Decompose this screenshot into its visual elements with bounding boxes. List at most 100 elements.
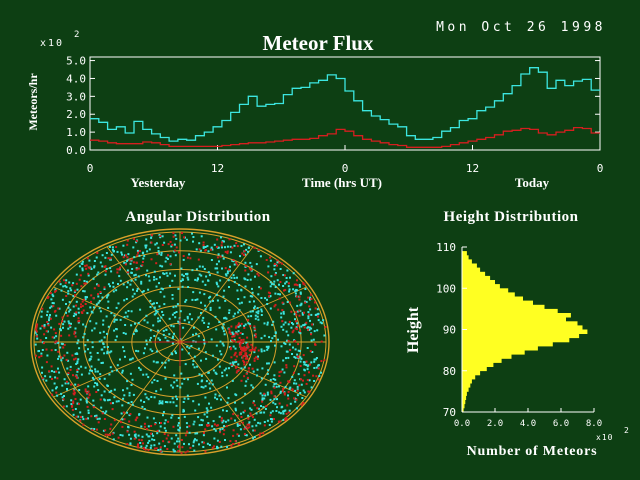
sporadic-point — [75, 273, 78, 276]
sporadic-point — [222, 330, 225, 333]
shower-point — [80, 303, 82, 306]
sporadic-point — [185, 422, 188, 425]
sporadic-point — [303, 368, 306, 371]
sporadic-point — [320, 371, 322, 374]
sporadic-point — [113, 314, 116, 317]
height-bar — [462, 292, 515, 297]
sporadic-point — [228, 309, 231, 312]
sporadic-point — [296, 322, 299, 325]
shower-point — [182, 255, 185, 257]
sporadic-point — [237, 311, 240, 314]
shower-point — [138, 438, 141, 441]
flux-title: Meteor Flux — [263, 31, 374, 55]
sporadic-point — [188, 253, 191, 256]
sporadic-point — [182, 401, 185, 403]
shower-point — [244, 349, 247, 352]
sporadic-point — [99, 331, 102, 334]
sporadic-point — [122, 332, 125, 334]
sporadic-point — [109, 366, 112, 369]
sporadic-point — [267, 362, 270, 365]
sporadic-point — [222, 344, 225, 347]
shower-point — [65, 358, 68, 361]
sporadic-point — [243, 243, 245, 246]
sporadic-point — [161, 361, 164, 364]
shower-point — [297, 324, 300, 327]
shower-point — [168, 440, 171, 443]
sporadic-point — [289, 276, 291, 279]
shower-point — [299, 365, 302, 367]
shower-point — [250, 268, 252, 271]
shower-point — [150, 241, 153, 244]
shower-point — [178, 444, 181, 447]
shower-point — [224, 267, 227, 270]
shower-point — [293, 397, 296, 400]
sporadic-point — [65, 279, 68, 282]
sporadic-point — [87, 385, 90, 388]
sporadic-point — [122, 346, 124, 349]
sporadic-point — [88, 372, 91, 375]
sporadic-point — [65, 405, 68, 408]
shower-point — [298, 298, 301, 301]
sporadic-point — [221, 240, 224, 243]
shower-point — [238, 422, 241, 425]
shower-point — [229, 348, 232, 351]
sporadic-point — [271, 323, 274, 326]
sporadic-point — [281, 405, 284, 408]
sporadic-point — [179, 386, 182, 389]
shower-point — [238, 353, 241, 356]
sporadic-point — [147, 398, 150, 401]
sporadic-point — [124, 332, 127, 335]
sporadic-point — [131, 403, 134, 406]
sporadic-point — [244, 384, 247, 387]
sporadic-point — [218, 321, 221, 323]
sporadic-point — [160, 287, 163, 290]
sporadic-point — [235, 394, 238, 397]
sporadic-point — [219, 350, 222, 353]
shower-point — [291, 331, 294, 334]
sporadic-point — [232, 260, 235, 263]
shower-point — [295, 320, 298, 323]
sporadic-point — [267, 265, 270, 268]
shower-point — [297, 356, 300, 359]
shower-point — [218, 441, 221, 443]
shower-point — [240, 351, 243, 354]
sporadic-point — [243, 277, 246, 280]
sporadic-point — [212, 420, 215, 423]
sporadic-point — [218, 394, 221, 397]
shower-point — [82, 309, 85, 312]
sporadic-point — [289, 386, 292, 389]
sporadic-point — [196, 365, 199, 368]
shower-point — [71, 405, 74, 407]
sporadic-point — [151, 350, 154, 353]
shower-point — [245, 425, 248, 428]
sporadic-point — [206, 411, 209, 414]
sporadic-point — [294, 400, 297, 403]
sporadic-point — [87, 417, 89, 420]
shower-point — [142, 446, 145, 449]
sporadic-point — [171, 279, 174, 282]
sporadic-point — [273, 383, 276, 386]
sporadic-point — [221, 326, 224, 329]
sporadic-point — [267, 369, 270, 372]
sporadic-point — [207, 326, 210, 328]
shower-point — [307, 296, 310, 299]
sporadic-point — [67, 382, 70, 385]
shower-point — [230, 445, 233, 448]
sporadic-point — [99, 373, 102, 376]
sporadic-point — [91, 376, 94, 379]
sporadic-point — [200, 418, 203, 421]
shower-point — [239, 342, 242, 345]
sporadic-point — [173, 243, 176, 246]
shower-point — [197, 258, 200, 261]
height-y-tick-label: 110 — [436, 241, 456, 254]
sporadic-point — [202, 434, 205, 437]
sporadic-point — [64, 284, 67, 287]
sporadic-point — [294, 292, 297, 295]
sporadic-point — [128, 391, 131, 394]
shower-point — [263, 424, 266, 427]
sporadic-point — [63, 395, 65, 397]
sporadic-point — [81, 263, 84, 265]
sporadic-point — [322, 319, 325, 322]
sporadic-point — [165, 328, 168, 331]
sporadic-point — [216, 267, 219, 270]
